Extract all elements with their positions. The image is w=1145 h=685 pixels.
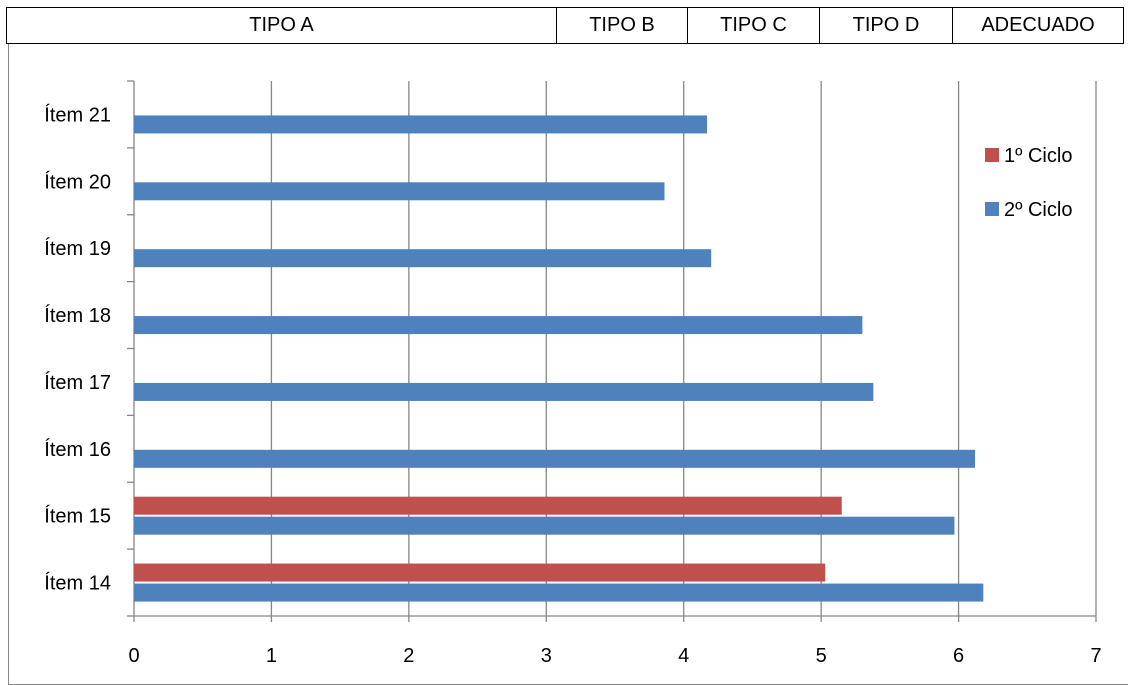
header-cell-tipo-b: TIPO B: [556, 8, 687, 43]
legend-label: 1º Ciclo: [1004, 145, 1072, 167]
y-tick-label: Ítem 17: [44, 371, 111, 394]
x-tick-label: 1: [266, 645, 277, 667]
y-tick-label: Ítem 15: [44, 505, 111, 528]
bar: [134, 583, 984, 602]
bar: [134, 316, 863, 335]
bar: [134, 115, 708, 134]
bar: [134, 496, 842, 515]
y-tick-label: Ítem 18: [44, 304, 111, 327]
bar: [134, 563, 826, 582]
header-cell-tipo-d: TIPO D: [819, 8, 952, 43]
x-tick-label: 6: [953, 645, 964, 667]
legend-label: 2º Ciclo: [1004, 199, 1072, 221]
header-cell-tipo-a: TIPO A: [6, 8, 556, 43]
bar: [134, 182, 665, 201]
header-cell-tipo-c: TIPO C: [687, 8, 819, 43]
y-tick-label: Ítem 16: [44, 438, 111, 461]
legend-swatch: [985, 202, 999, 216]
x-tick-label: 4: [678, 645, 689, 667]
x-tick-label: 7: [1090, 645, 1101, 667]
bar: [134, 449, 976, 468]
header-cell-adecuado: ADECUADO: [952, 8, 1124, 43]
legend-swatch: [985, 148, 999, 162]
y-tick-label: Ítem 20: [44, 170, 111, 193]
x-tick-label: 2: [403, 645, 414, 667]
bar: [134, 382, 874, 401]
x-tick-label: 5: [816, 645, 827, 667]
x-tick-label: 0: [128, 645, 139, 667]
header-table: TIPO A TIPO B TIPO C TIPO D ADECUADO: [6, 7, 1124, 44]
y-tick-label: Ítem 19: [44, 237, 111, 260]
x-tick-label: 3: [541, 645, 552, 667]
bar: [134, 249, 712, 268]
bar: [134, 516, 955, 535]
y-tick-label: Ítem 14: [44, 572, 111, 595]
y-tick-label: Ítem 21: [44, 103, 111, 126]
